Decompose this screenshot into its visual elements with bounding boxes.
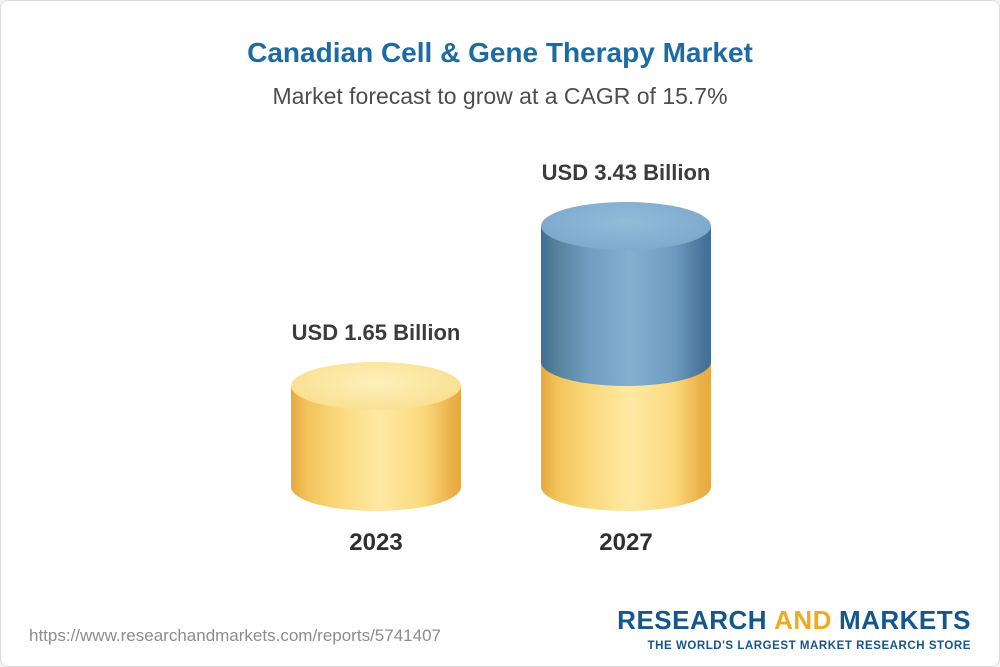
page-title: Canadian Cell & Gene Therapy Market	[247, 37, 753, 68]
value-label-2023: USD 1.65 Billion	[291, 320, 461, 345]
cylinder-2027-blue-body	[541, 226, 711, 386]
bar-group-2027: USD 3.43 Billion 2027	[541, 160, 711, 556]
header: Canadian Cell & Gene Therapy Market Mark…	[1, 37, 999, 110]
year-label-2023: 2023	[349, 529, 403, 556]
bar-group-2023: USD 1.65 Billion 2023	[291, 320, 461, 556]
logo-tagline: THE WORLD'S LARGEST MARKET RESEARCH STOR…	[647, 640, 971, 652]
value-label-2027: USD 3.43 Billion	[541, 160, 711, 185]
year-label-2027: 2027	[599, 529, 653, 556]
cylinder-2027-segment-blue	[541, 202, 711, 386]
page-subtitle: Market forecast to grow at a CAGR of 15.…	[272, 83, 728, 109]
cylinder-2023	[291, 362, 461, 511]
report-url: https://www.researchandmarkets.com/repor…	[29, 626, 441, 645]
logo-word-and: AND	[774, 605, 832, 635]
logo-word-markets: MARKETS	[838, 605, 971, 635]
logo-word-research: RESEARCH	[617, 605, 768, 635]
cylinder-2027-blue-top	[541, 202, 711, 250]
cylinder-2023-top	[291, 362, 461, 410]
cylinder-2027	[541, 202, 711, 511]
research-and-markets-logo: RESEARCH AND MARKETS THE WORLD'S LARGEST M…	[617, 605, 971, 652]
logo-wordmark: RESEARCH AND MARKETS	[617, 605, 971, 636]
